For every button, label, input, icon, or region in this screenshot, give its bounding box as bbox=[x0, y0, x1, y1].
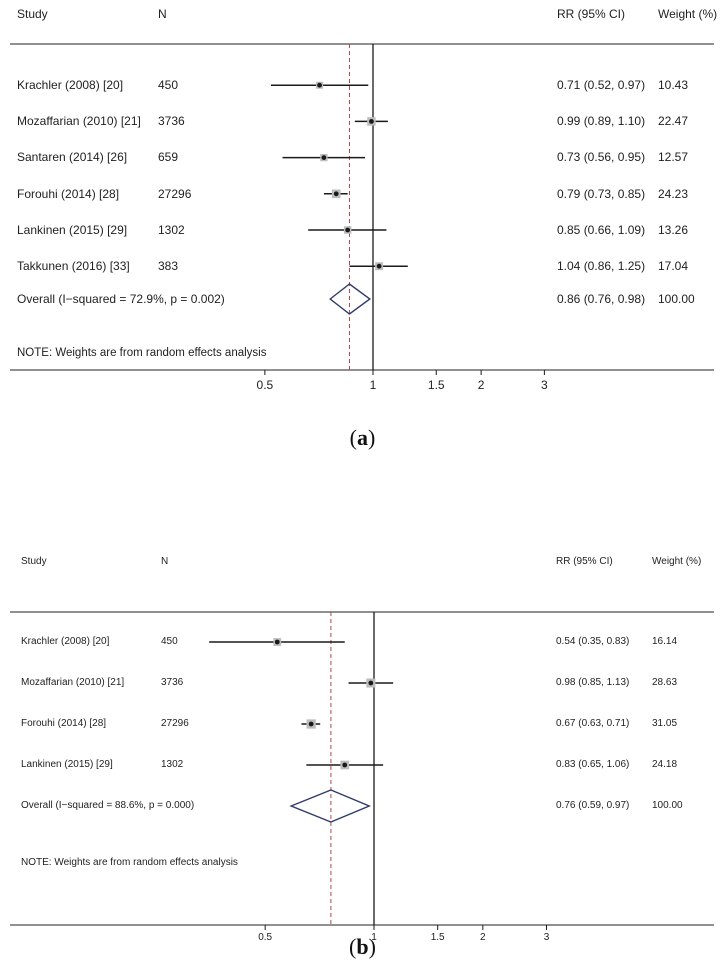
point-estimate-dot bbox=[368, 680, 374, 686]
sample-size: 3736 bbox=[161, 677, 184, 688]
study-estimate bbox=[308, 226, 387, 234]
header-n: N bbox=[161, 556, 169, 567]
risk-ratio-ci: 0.83 (0.65, 1.06) bbox=[556, 759, 630, 770]
overall-rr: 0.76 (0.59, 0.97) bbox=[556, 800, 630, 811]
study-name: Takkunen (2016) [33] bbox=[17, 259, 130, 273]
sample-size: 1302 bbox=[158, 222, 185, 237]
header-weight: Weight (%) bbox=[652, 556, 702, 567]
study-estimate bbox=[209, 638, 345, 646]
study-name: Mozaffarian (2010) [21] bbox=[21, 677, 125, 688]
sample-size: 383 bbox=[158, 259, 179, 273]
point-estimate-dot bbox=[345, 227, 351, 233]
overall-diamond bbox=[329, 283, 372, 315]
forest-plot-b-graphic bbox=[10, 611, 714, 930]
x-tick-label: 2 bbox=[477, 378, 485, 392]
weights-note: NOTE: Weights are from random effects an… bbox=[17, 347, 267, 359]
weight-percent: 28.63 bbox=[652, 677, 678, 688]
point-estimate-dot bbox=[308, 721, 314, 727]
x-tick-label: 1.5 bbox=[430, 932, 445, 943]
x-tick-label: 3 bbox=[541, 378, 548, 392]
x-tick-label: 3 bbox=[543, 932, 550, 943]
risk-ratio-ci: 0.98 (0.85, 1.13) bbox=[556, 677, 630, 688]
header-study: Study bbox=[17, 7, 48, 21]
forest-plot-panel-a: Study N RR (95% CI) Weight (%) Krachler … bbox=[0, 0, 725, 470]
study-name: Lankinen (2015) [29] bbox=[17, 222, 128, 237]
weight-percent: 13.26 bbox=[658, 222, 689, 237]
header-n: N bbox=[158, 7, 167, 21]
study-name: Lankinen (2015) [29] bbox=[21, 759, 113, 770]
sample-size: 659 bbox=[158, 150, 179, 165]
risk-ratio-ci: 0.79 (0.73, 0.85) bbox=[557, 186, 646, 201]
sample-size: 27296 bbox=[158, 186, 192, 201]
sample-size: 27296 bbox=[161, 718, 189, 729]
sample-size: 450 bbox=[158, 78, 179, 92]
weights-note: NOTE: Weights are from random effects an… bbox=[21, 857, 238, 868]
overall-diamond bbox=[289, 789, 372, 823]
study-name: Krachler (2008) [20] bbox=[17, 78, 124, 92]
study-name: Santaren (2014) [26] bbox=[17, 150, 128, 165]
point-estimate-dot bbox=[321, 155, 327, 161]
overall-label: Overall (I−squared = 88.6%, p = 0.000) bbox=[21, 800, 195, 811]
study-estimate bbox=[323, 189, 348, 199]
study-estimate bbox=[349, 262, 408, 271]
study-estimate bbox=[301, 719, 321, 729]
header-weight: Weight (%) bbox=[658, 7, 718, 21]
study-estimate bbox=[306, 760, 384, 770]
forest-plot-panel-b: Study N RR (95% CI) Weight (%) Krachler … bbox=[0, 530, 725, 972]
point-estimate-dot bbox=[369, 119, 374, 124]
overall-label: Overall (I−squared = 72.9%, p = 0.002) bbox=[17, 292, 225, 306]
weight-percent: 24.23 bbox=[658, 186, 689, 201]
risk-ratio-ci: 0.54 (0.35, 0.83) bbox=[556, 636, 630, 647]
study-estimate bbox=[282, 153, 365, 162]
x-tick-label: 0.5 bbox=[256, 378, 274, 392]
x-tick-label: 0.5 bbox=[258, 932, 273, 943]
weight-percent: 16.14 bbox=[652, 636, 678, 647]
point-estimate-dot bbox=[317, 82, 322, 88]
panel-caption-b: (b) bbox=[349, 934, 376, 959]
header-study: Study bbox=[21, 556, 47, 567]
weight-percent: 31.05 bbox=[652, 718, 678, 729]
weight-percent: 24.18 bbox=[652, 759, 678, 770]
point-estimate-dot bbox=[274, 639, 280, 645]
overall-weight: 100.00 bbox=[658, 292, 695, 306]
overall-rr: 0.86 (0.76, 0.98) bbox=[557, 292, 646, 306]
sample-size: 1302 bbox=[161, 759, 184, 770]
point-estimate-dot bbox=[376, 263, 382, 269]
risk-ratio-ci: 0.67 (0.63, 0.71) bbox=[556, 718, 630, 729]
x-tick-label: 1.5 bbox=[427, 378, 445, 392]
study-name: Mozaffarian (2010) [21] bbox=[17, 114, 141, 129]
study-name: Forouhi (2014) [28] bbox=[21, 718, 107, 729]
header-rr: RR (95% CI) bbox=[556, 556, 613, 567]
sample-size: 450 bbox=[161, 636, 178, 647]
risk-ratio-ci: 0.71 (0.52, 0.97) bbox=[557, 78, 646, 92]
weight-percent: 22.47 bbox=[658, 114, 689, 129]
risk-ratio-ci: 0.99 (0.89, 1.10) bbox=[557, 114, 646, 129]
study-name: Forouhi (2014) [28] bbox=[17, 186, 120, 201]
point-estimate-dot bbox=[342, 762, 348, 768]
forest-plot-a-graphic bbox=[10, 43, 714, 375]
study-estimate bbox=[348, 678, 394, 688]
weight-percent: 17.04 bbox=[658, 259, 689, 273]
study-name: Krachler (2008) [20] bbox=[21, 636, 110, 647]
x-tick-label: 1 bbox=[369, 378, 377, 392]
risk-ratio-ci: 1.04 (0.86, 1.25) bbox=[557, 259, 646, 273]
study-estimate bbox=[270, 81, 369, 89]
weight-percent: 12.57 bbox=[658, 150, 689, 165]
weight-percent: 10.43 bbox=[658, 78, 689, 92]
study-estimate bbox=[354, 117, 388, 126]
risk-ratio-ci: 0.85 (0.66, 1.09) bbox=[557, 222, 646, 237]
x-tick-label: 1 bbox=[371, 932, 377, 943]
point-estimate-dot bbox=[333, 191, 339, 197]
overall-weight: 100.00 bbox=[652, 800, 683, 811]
panel-caption-a: (a) bbox=[349, 425, 376, 450]
header-rr: RR (95% CI) bbox=[557, 7, 626, 21]
x-tick-label: 2 bbox=[480, 932, 486, 943]
sample-size: 3736 bbox=[158, 114, 185, 129]
risk-ratio-ci: 0.73 (0.56, 0.95) bbox=[557, 150, 646, 165]
